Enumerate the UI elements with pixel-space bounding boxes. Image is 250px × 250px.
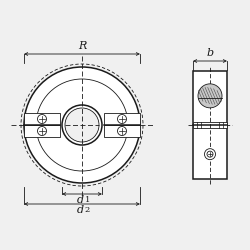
Circle shape: [198, 84, 222, 108]
Text: R: R: [78, 41, 86, 51]
Circle shape: [118, 114, 126, 124]
Text: d: d: [77, 205, 84, 215]
Text: 2: 2: [84, 206, 90, 214]
Circle shape: [204, 149, 216, 160]
Bar: [193, 71, 227, 179]
Circle shape: [207, 151, 213, 157]
Text: d: d: [77, 195, 84, 205]
Bar: [104, 113, 140, 125]
Circle shape: [65, 108, 99, 142]
Text: b: b: [206, 48, 214, 58]
Circle shape: [38, 126, 46, 136]
Bar: [24, 125, 60, 137]
Bar: [104, 125, 140, 137]
Bar: [24, 113, 60, 125]
Circle shape: [24, 67, 140, 183]
Circle shape: [118, 126, 126, 136]
Bar: [193, 122, 227, 128]
Circle shape: [38, 114, 46, 124]
Text: 1: 1: [84, 196, 90, 204]
Bar: [193, 71, 227, 179]
